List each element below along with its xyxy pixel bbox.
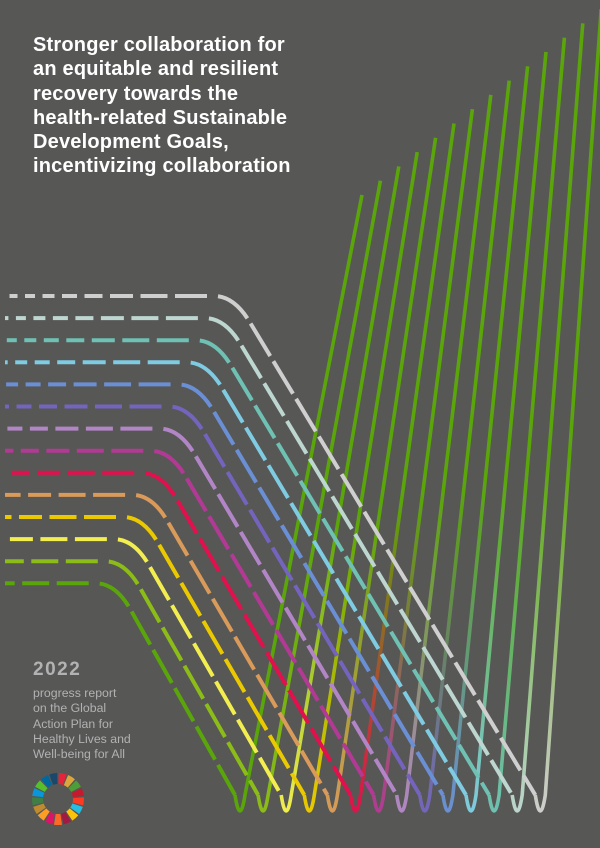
sdg-wheel-segment [72, 797, 84, 806]
subtitle-line: Healthy Lives and [33, 731, 131, 746]
descending-line [141, 470, 353, 797]
sdg-wheel-segment [32, 797, 44, 806]
subtitle-line: Action Plan for [33, 716, 113, 731]
descending-line [150, 448, 376, 797]
title-line: Stronger collaboration for [33, 34, 285, 56]
sdg-wheel-segment [35, 780, 48, 792]
descending-line [122, 515, 307, 797]
subtitle-line: progress report [33, 686, 117, 700]
ascending-line [256, 180, 383, 813]
ascending-line [325, 137, 438, 813]
descending-line [95, 581, 237, 796]
title-line: Development Goals, [33, 131, 229, 154]
sdg-wheel-segment [66, 808, 79, 821]
ascending-line [371, 108, 475, 813]
sdg-wheel-segment [61, 811, 72, 825]
sdg-wheel-segment [49, 773, 58, 785]
descending-line [131, 492, 330, 797]
sdg-wheel-segment [70, 803, 83, 815]
ascending-line [487, 37, 567, 813]
title-line: health-related Sustainable [33, 106, 288, 129]
descending-line [204, 316, 514, 797]
descending-lines [5, 294, 538, 797]
descending-line [104, 559, 260, 796]
sdg-wheel-segment [68, 780, 81, 792]
ascending-line [418, 80, 511, 813]
descending-line [195, 338, 491, 797]
ascending-line [441, 66, 530, 813]
ascending-lines [233, 8, 600, 813]
report-year: 2022 [33, 659, 82, 680]
descending-line [168, 404, 422, 797]
descending-line [213, 294, 538, 797]
descending-line [159, 426, 399, 797]
ascending-line [510, 23, 585, 813]
ascending-line [302, 151, 419, 813]
ascending-line [394, 94, 493, 813]
sdg-wheel-segment [53, 813, 63, 825]
ascending-line [279, 166, 401, 813]
sdg-wheel-segment [71, 788, 84, 798]
title-line: incentivizing collaboration [33, 155, 291, 178]
subtitle-line: Well-being for All [33, 747, 126, 762]
sdg-wheel-segment [58, 773, 67, 785]
ascending-line [533, 8, 600, 813]
ascending-line [348, 123, 456, 813]
ascending-line [233, 194, 364, 813]
sdg-wheel-segment [41, 775, 53, 788]
ascending-line [464, 51, 548, 813]
title-line: recovery towards the [33, 82, 239, 105]
descending-line [113, 537, 283, 796]
descending-line [177, 382, 445, 797]
sdg-wheel-segment [33, 803, 46, 815]
subtitle-line: on the Global [33, 701, 107, 716]
sdg-wheel-segment [44, 811, 55, 825]
descending-line [186, 360, 468, 797]
sdg-wheel-segment [37, 808, 50, 821]
sdg-wheel-icon [32, 773, 84, 825]
sdg-wheel-segment [32, 788, 45, 798]
report-subtitle: progress report on the Global Action Pla… [33, 686, 131, 762]
title-line: an equitable and resilient [33, 58, 279, 81]
sdg-wheel-segment [63, 775, 75, 788]
cover-title: Stronger collaboration for an equitable … [33, 33, 333, 179]
